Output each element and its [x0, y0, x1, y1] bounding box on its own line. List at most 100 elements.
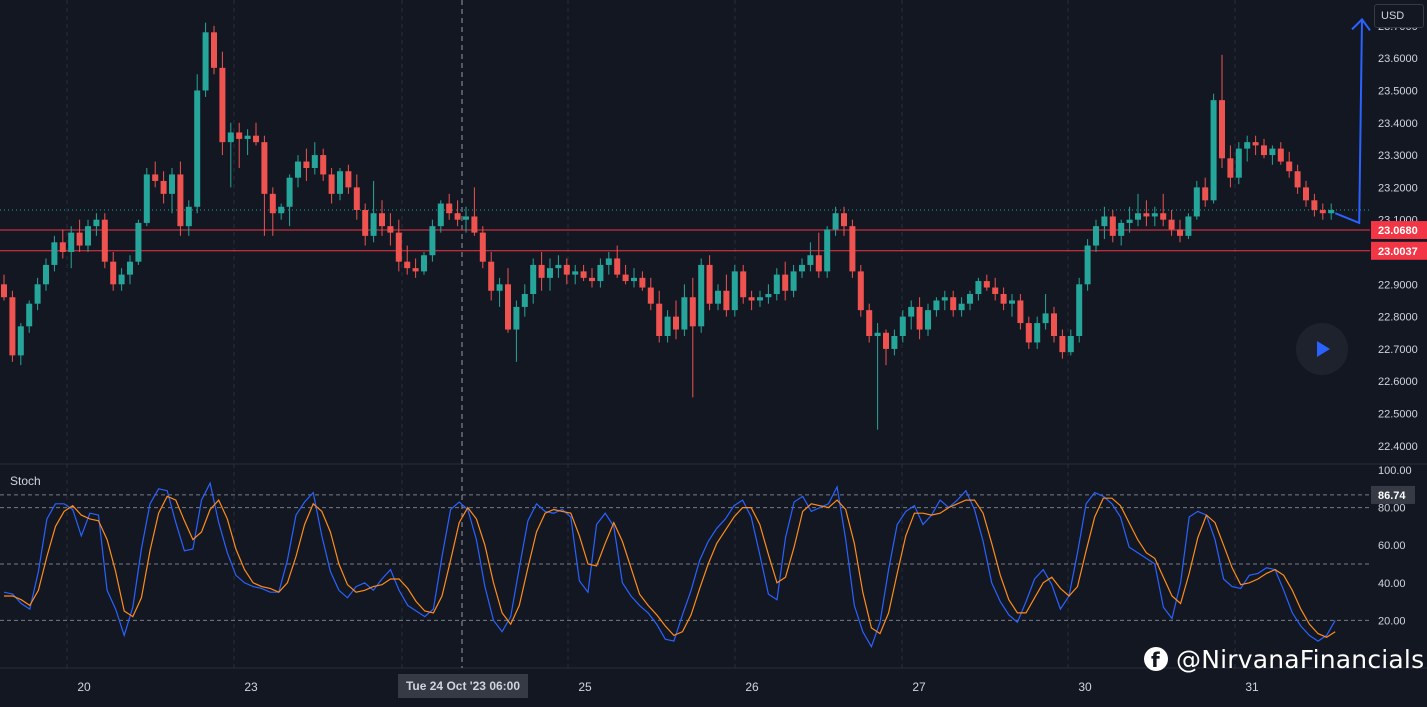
candle-body	[547, 268, 553, 278]
candle-body	[429, 226, 436, 256]
candle-body	[1109, 216, 1116, 236]
candle-body	[933, 300, 940, 311]
candle-body	[563, 264, 570, 275]
price-axis-tick: 22.8000	[1378, 312, 1418, 324]
candle-body	[1143, 213, 1150, 217]
candle-body	[782, 274, 789, 291]
candle-body	[916, 306, 923, 330]
candle-body	[1000, 294, 1007, 304]
candle-body	[177, 174, 184, 227]
price-axis-tick: 22.4000	[1378, 441, 1418, 453]
price-axis-tick: 22.9000	[1378, 279, 1418, 291]
candle-body	[521, 294, 528, 307]
candle-body	[580, 271, 587, 278]
candle-body	[1177, 229, 1183, 236]
candle-body	[412, 268, 419, 272]
candle-body	[899, 316, 906, 336]
candle-body	[1042, 313, 1049, 324]
candle-body	[311, 155, 318, 168]
candle-body	[1235, 148, 1242, 178]
candle-body	[1135, 213, 1141, 220]
candle-body	[950, 297, 957, 311]
candle-body	[1151, 213, 1158, 217]
candle-body	[1059, 336, 1066, 353]
candle-body	[614, 258, 621, 275]
candle-body	[261, 142, 268, 194]
time-axis-tick: 23	[244, 680, 258, 694]
candle-body	[9, 297, 16, 356]
candle-body	[421, 255, 427, 272]
crosshair-date-label: Tue 24 Oct '23 06:00	[398, 674, 528, 698]
stoch-axis-tick: 60.00	[1378, 540, 1406, 552]
candle-body	[513, 306, 520, 330]
candle-body	[454, 213, 461, 220]
candle-body	[160, 180, 167, 194]
candle-body	[1202, 187, 1209, 201]
candle-body	[1252, 142, 1259, 146]
candle-body	[505, 284, 511, 330]
candle-body	[572, 271, 579, 275]
candle-body	[1227, 158, 1234, 178]
candle-body	[110, 261, 117, 285]
candle-body	[958, 303, 965, 311]
candle-body	[807, 255, 814, 265]
candle-body	[1160, 213, 1167, 220]
candle-body	[337, 171, 343, 194]
candle-body	[68, 232, 75, 252]
candle-body	[379, 213, 385, 227]
candle-body	[1303, 187, 1309, 201]
candle-body	[883, 332, 889, 349]
currency-selector[interactable]: USD	[1374, 4, 1424, 28]
candle-body	[790, 271, 797, 291]
indicator-title[interactable]: Stoch	[10, 474, 41, 488]
candle-body	[118, 274, 125, 285]
candle-body	[227, 132, 234, 143]
candle-body	[925, 310, 931, 330]
candle-body	[1168, 219, 1175, 230]
candle-body	[303, 161, 310, 168]
candle-body	[698, 264, 705, 327]
level-label-bg	[1371, 221, 1427, 240]
candle-body	[295, 161, 301, 178]
candle-body	[370, 213, 377, 236]
candle-body	[731, 271, 738, 311]
candle-body	[51, 242, 58, 265]
candle-body	[849, 226, 856, 272]
candle-body	[1051, 313, 1057, 336]
candle-body	[983, 281, 990, 288]
candle-body	[530, 264, 537, 294]
play-icon[interactable]	[1296, 323, 1348, 375]
watermark: @NirvanaFinancials	[1144, 643, 1424, 675]
candle-body	[479, 232, 486, 262]
candle-body	[387, 226, 394, 233]
time-axis-tick: 26	[745, 680, 759, 694]
level-label-bg	[1371, 241, 1427, 260]
candle-body	[975, 281, 982, 294]
candle-body	[715, 290, 721, 304]
stoch-axis-tick: 80.00	[1378, 503, 1406, 515]
candle-body	[34, 284, 41, 304]
stoch-k-line	[3, 481, 1336, 649]
candle-body	[538, 264, 545, 278]
candle-body	[85, 226, 91, 246]
candle-body	[353, 187, 360, 210]
candle-body	[101, 219, 108, 262]
time-axis-tick: 20	[77, 680, 91, 694]
candle-body	[253, 135, 259, 143]
candle-body	[866, 310, 873, 336]
candle-body	[1126, 219, 1133, 223]
candle-body	[631, 277, 637, 282]
candle-body	[841, 213, 847, 227]
candle-body	[236, 132, 243, 139]
candle-body	[1277, 148, 1284, 162]
price-axis-tick: 23.6000	[1378, 53, 1418, 65]
candle-body	[463, 216, 469, 220]
candle-body	[664, 316, 671, 336]
candle-body	[740, 271, 747, 298]
candle-body	[891, 336, 898, 349]
candle-body	[992, 287, 999, 294]
candle-body	[1286, 161, 1293, 172]
candle-body	[488, 261, 495, 291]
